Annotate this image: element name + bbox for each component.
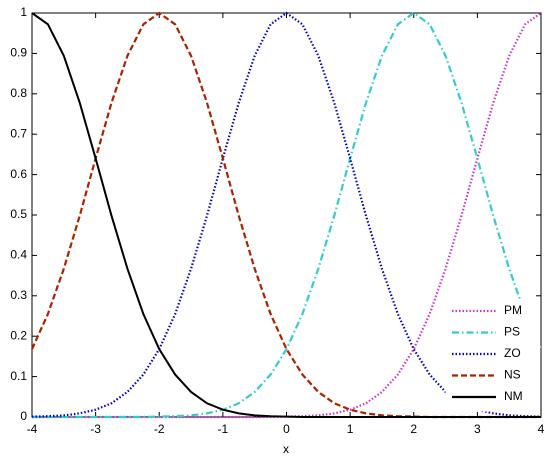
x-tick-label: 1 [347,422,354,436]
y-tick-label: 0.2 [10,328,27,342]
legend-box [445,298,541,412]
series-line [30,11,541,419]
y-tick-label: 0.1 [10,369,27,383]
x-axis-label: x [283,442,289,456]
legend-label: ZO [504,346,521,360]
x-tick-label: 3 [474,422,481,436]
series-line [32,11,543,419]
x-tick-label: 4 [538,422,545,436]
legend-label: NS [504,368,521,382]
y-tick-label: 0.8 [10,86,27,100]
y-tick-label: 0.3 [10,288,27,302]
y-tick-label: 0.6 [10,167,27,181]
series-line [31,11,542,418]
y-tick-label: 0.5 [10,207,27,221]
legend-label: NM [504,389,523,403]
x-tick-label: 2 [410,422,417,436]
legend-label: PS [504,325,520,339]
legend-label: PM [504,303,522,317]
x-tick-label: -1 [218,422,229,436]
y-tick-label: 0.9 [10,46,27,60]
x-tick-label: -4 [27,422,38,436]
y-tick-label: 0.7 [10,126,27,140]
y-tick-label: 0.4 [10,248,27,262]
x-tick-label: 0 [283,422,290,436]
series-line [31,12,541,418]
y-tick-label: 0 [20,409,27,423]
series-line [32,12,542,419]
y-tick-label: 1 [20,5,27,19]
x-tick-label: -3 [90,422,101,436]
x-tick-label: -2 [154,422,165,436]
